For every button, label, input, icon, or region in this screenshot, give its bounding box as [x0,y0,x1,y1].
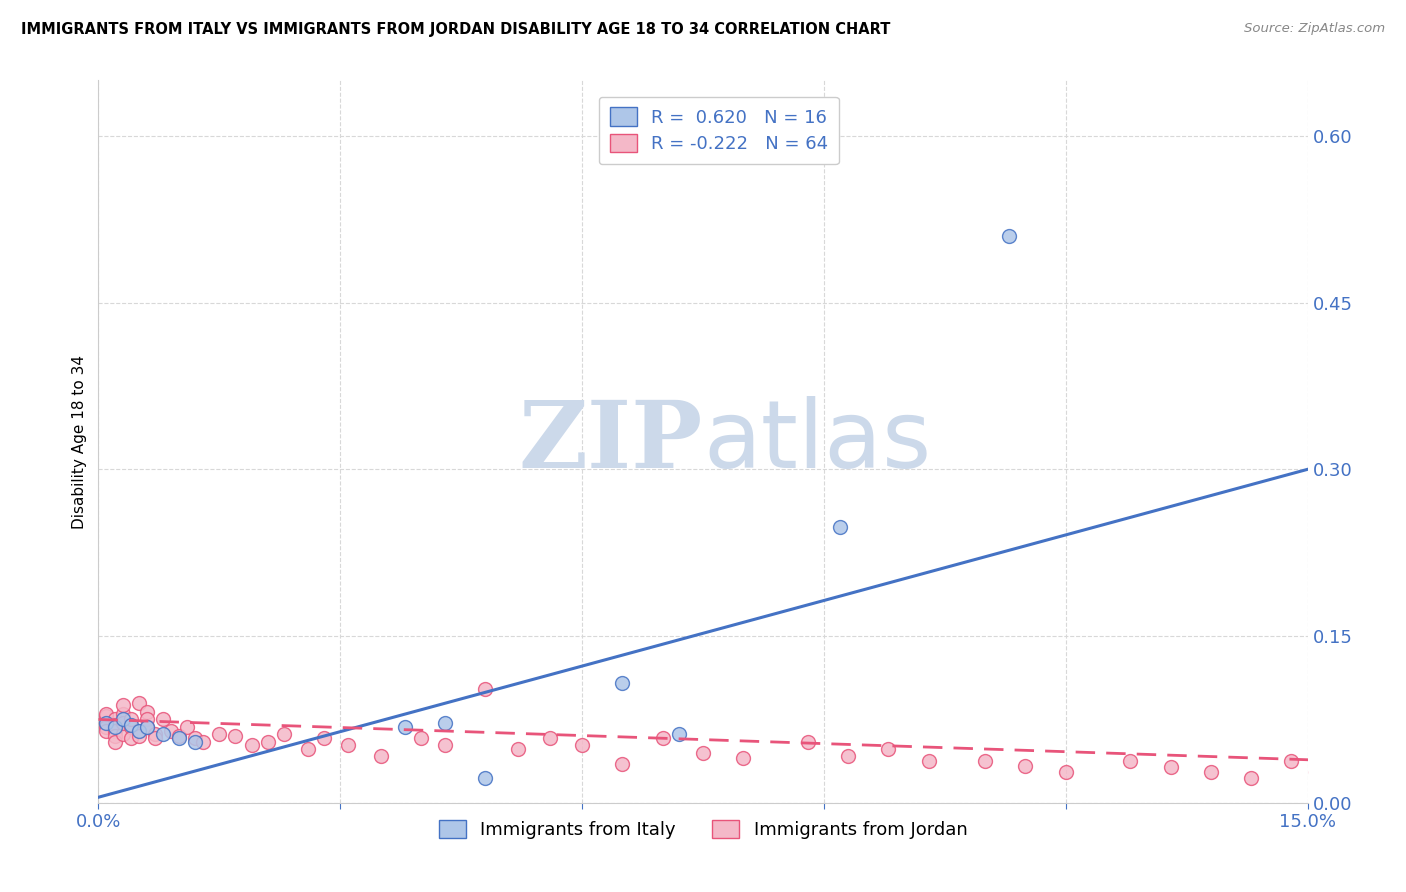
Y-axis label: Disability Age 18 to 34: Disability Age 18 to 34 [72,354,87,529]
Text: IMMIGRANTS FROM ITALY VS IMMIGRANTS FROM JORDAN DISABILITY AGE 18 TO 34 CORRELAT: IMMIGRANTS FROM ITALY VS IMMIGRANTS FROM… [21,22,890,37]
Text: Source: ZipAtlas.com: Source: ZipAtlas.com [1244,22,1385,36]
Point [692,746,714,760]
Point [256,734,278,748]
Point [506,742,529,756]
Point [1281,754,1303,768]
Point [434,715,457,730]
Point [103,718,125,732]
Point [1160,760,1182,774]
Point [733,751,755,765]
Point [571,738,593,752]
Point [120,718,142,732]
Point [120,720,142,734]
Point [409,731,432,746]
Point [96,709,118,723]
Point [120,731,142,746]
Point [184,734,207,748]
Point [240,738,263,752]
Point [143,727,166,741]
Point [208,727,231,741]
Point [974,754,997,768]
Point [1199,764,1222,779]
Point [111,727,134,741]
Point [111,715,134,730]
Point [224,729,246,743]
Point [103,729,125,743]
Point [877,742,900,756]
Point [135,705,157,719]
Point [111,706,134,721]
Point [651,731,673,746]
Point [128,723,150,738]
Point [103,734,125,748]
Point [103,723,125,738]
Point [103,720,125,734]
Point [273,727,295,741]
Point [370,749,392,764]
Point [998,228,1021,243]
Point [135,720,157,734]
Point [96,715,118,730]
Point [918,754,941,768]
Point [103,713,125,727]
Point [668,727,690,741]
Point [828,520,851,534]
Point [143,731,166,746]
Point [337,738,360,752]
Point [128,696,150,710]
Point [434,738,457,752]
Point [1305,764,1327,779]
Point [96,706,118,721]
Point [394,720,416,734]
Point [193,734,215,748]
Point [128,723,150,738]
Point [1054,764,1077,779]
Point [96,723,118,738]
Point [297,742,319,756]
Point [152,713,174,727]
Point [111,713,134,727]
Point [160,723,183,738]
Point [474,772,496,786]
Point [184,731,207,746]
Point [120,713,142,727]
Point [135,720,157,734]
Point [96,720,118,734]
Point [1014,759,1036,773]
Point [152,727,174,741]
Point [1119,754,1142,768]
Point [1240,772,1263,786]
Point [167,731,190,746]
Point [111,698,134,712]
Legend: Immigrants from Italy, Immigrants from Jordan: Immigrants from Italy, Immigrants from J… [430,811,976,848]
Text: atlas: atlas [703,395,931,488]
Point [128,729,150,743]
Point [474,682,496,697]
Point [314,731,336,746]
Point [837,749,859,764]
Point [135,713,157,727]
Point [176,720,198,734]
Point [797,734,820,748]
Point [612,675,634,690]
Point [612,756,634,771]
Text: ZIP: ZIP [519,397,703,486]
Point [538,731,561,746]
Point [96,715,118,730]
Point [1320,772,1343,786]
Point [167,729,190,743]
